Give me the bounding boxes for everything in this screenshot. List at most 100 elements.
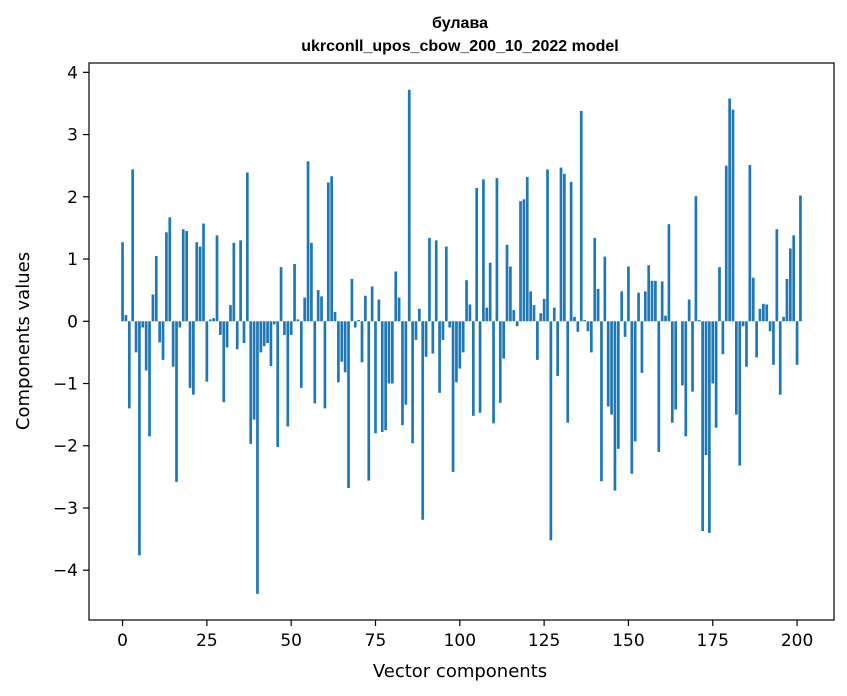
bar-174 bbox=[708, 321, 711, 533]
bar-76 bbox=[377, 299, 381, 322]
bar-43 bbox=[266, 321, 269, 344]
bar-122 bbox=[532, 305, 536, 322]
x-axis-ticks: 0 25 50 75 100 125 150 175 200 bbox=[117, 620, 813, 651]
bar-132 bbox=[566, 321, 570, 423]
bar-115 bbox=[509, 266, 512, 322]
bar-141 bbox=[596, 288, 600, 322]
bar-42 bbox=[262, 321, 266, 347]
bar-183 bbox=[738, 321, 742, 466]
y-tick-label: −3 bbox=[53, 499, 78, 519]
bar-29 bbox=[219, 321, 222, 335]
bar-33 bbox=[232, 242, 236, 322]
bar-167 bbox=[684, 321, 688, 437]
bar-112 bbox=[498, 321, 502, 403]
bar-188 bbox=[755, 321, 758, 358]
bar-105 bbox=[475, 188, 479, 322]
bar-52 bbox=[296, 319, 300, 322]
bar-99 bbox=[455, 321, 458, 383]
x-tick-label: 125 bbox=[528, 631, 560, 651]
bar-171 bbox=[697, 320, 701, 322]
bar-195 bbox=[778, 321, 782, 395]
bar-56 bbox=[310, 242, 313, 322]
bar-28 bbox=[215, 235, 219, 322]
bar-74 bbox=[370, 286, 374, 322]
bar-181 bbox=[731, 109, 735, 322]
bar-185 bbox=[745, 321, 748, 367]
bar-93 bbox=[434, 240, 438, 322]
bar-23 bbox=[198, 246, 202, 322]
x-tick-label: 50 bbox=[280, 631, 302, 651]
y-tick-label: 3 bbox=[67, 126, 78, 146]
bar-140 bbox=[593, 237, 597, 322]
bar-136 bbox=[579, 110, 583, 322]
bar-68 bbox=[350, 278, 354, 322]
bar-32 bbox=[229, 305, 232, 322]
bar-83 bbox=[401, 321, 404, 426]
bar-196 bbox=[782, 316, 785, 322]
plot-area-frame bbox=[88, 62, 835, 621]
bar-48 bbox=[283, 321, 286, 335]
bar-144 bbox=[606, 321, 610, 407]
bar-117 bbox=[515, 321, 519, 327]
bar-47 bbox=[279, 267, 283, 322]
y-tick-label: 2 bbox=[67, 188, 78, 208]
y-tick-label: −4 bbox=[53, 561, 78, 581]
bar-13 bbox=[165, 232, 168, 322]
bar-69 bbox=[353, 321, 357, 328]
bar-8 bbox=[148, 321, 151, 437]
bar-200 bbox=[795, 321, 799, 365]
bar-88 bbox=[417, 308, 421, 322]
bar-95 bbox=[441, 321, 445, 340]
bar-189 bbox=[758, 308, 762, 322]
bar-118 bbox=[519, 201, 522, 322]
bar-147 bbox=[616, 321, 620, 449]
bar-16 bbox=[175, 321, 178, 482]
bar-61 bbox=[326, 182, 330, 322]
bar-0 bbox=[121, 242, 124, 322]
bar-193 bbox=[772, 321, 775, 365]
bar-121 bbox=[529, 291, 532, 322]
bar-85 bbox=[407, 89, 411, 322]
x-tick-label: 75 bbox=[365, 631, 387, 651]
bar-12 bbox=[161, 321, 165, 360]
bar-37 bbox=[245, 172, 249, 322]
bar-77 bbox=[380, 321, 384, 433]
bar-5 bbox=[138, 321, 141, 556]
bar-153 bbox=[637, 292, 640, 322]
bar-123 bbox=[536, 321, 539, 360]
bar-114 bbox=[505, 244, 509, 322]
bar-4 bbox=[134, 321, 138, 353]
bar-55 bbox=[306, 161, 310, 322]
y-tick-label: −1 bbox=[53, 375, 78, 395]
bar-164 bbox=[674, 321, 678, 410]
x-tick-label: 0 bbox=[117, 631, 128, 651]
bar-131 bbox=[563, 173, 566, 322]
bar-30 bbox=[222, 321, 226, 403]
bar-191 bbox=[765, 304, 769, 322]
bar-173 bbox=[704, 321, 708, 456]
bar-97 bbox=[448, 321, 452, 328]
bar-182 bbox=[735, 321, 738, 415]
y-tick-label: 4 bbox=[67, 63, 78, 83]
bar-149 bbox=[623, 321, 627, 337]
bar-26 bbox=[208, 319, 212, 322]
bar-40 bbox=[256, 321, 259, 594]
bar-107 bbox=[482, 179, 485, 322]
bar-109 bbox=[488, 262, 492, 322]
bar-145 bbox=[610, 321, 613, 415]
bar-162 bbox=[667, 224, 671, 322]
bar-73 bbox=[367, 321, 371, 481]
bar-58 bbox=[316, 290, 320, 322]
bar-198 bbox=[788, 248, 792, 322]
bar-92 bbox=[431, 321, 435, 354]
bar-157 bbox=[650, 280, 654, 322]
bar-67 bbox=[347, 321, 350, 489]
bar-54 bbox=[303, 297, 307, 322]
bar-124 bbox=[539, 313, 543, 322]
bar-120 bbox=[525, 176, 529, 322]
bar-7 bbox=[144, 321, 148, 371]
bar-201 bbox=[799, 195, 802, 322]
bar-96 bbox=[444, 246, 448, 322]
bar-137 bbox=[583, 320, 586, 322]
